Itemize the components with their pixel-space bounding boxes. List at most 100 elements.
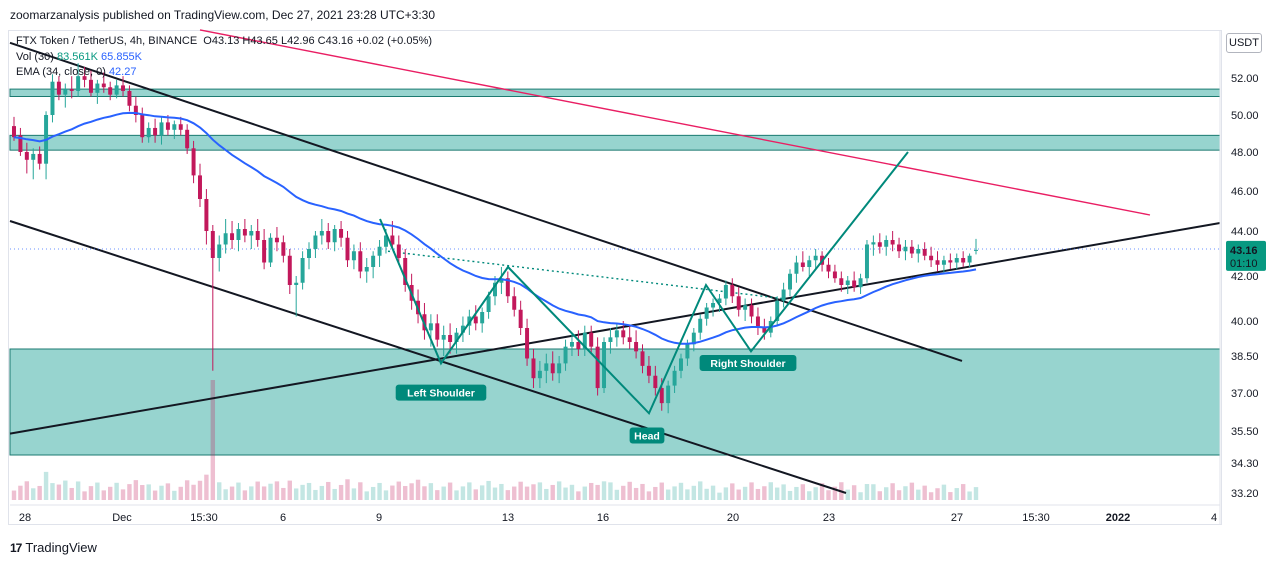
volume-indicator-row[interactable]: Vol (30) 83.561K 65.855K: [16, 50, 432, 66]
y-tick-label: 50.00: [1231, 110, 1259, 122]
candle-body: [845, 280, 850, 285]
symbol-name[interactable]: FTX Token / TetherUS, 4h, BINANCE: [16, 35, 198, 47]
volume-bar: [82, 491, 87, 500]
candle-body: [974, 249, 978, 251]
candle-body: [505, 278, 510, 297]
candle-body: [897, 244, 902, 252]
volume-bar: [281, 487, 286, 500]
candle-body: [903, 246, 908, 252]
x-tick-label: 16: [597, 512, 609, 524]
candle-body: [371, 255, 376, 267]
volume-bar: [537, 482, 543, 500]
candle-body: [595, 346, 600, 389]
zones-layer: [9, 88, 1221, 456]
volume-bar: [75, 481, 81, 500]
candle-body: [24, 152, 29, 160]
ema-indicator-row[interactable]: EMA (34, close, 0) 42.27: [16, 65, 432, 81]
x-tick-label: 15:30: [190, 512, 218, 524]
volume-bar: [864, 484, 870, 500]
pattern-label-bg: [699, 355, 797, 371]
candle-body: [223, 233, 228, 245]
candle-body: [236, 229, 241, 240]
candle-body: [755, 316, 760, 328]
candle-body: [454, 332, 459, 342]
volume-bar: [345, 479, 350, 500]
candles-layer: [12, 63, 978, 414]
volume-bar: [460, 486, 466, 500]
x-tick-label: 9: [376, 512, 382, 524]
volume-bar: [300, 484, 305, 500]
volume-bar: [454, 490, 459, 500]
candle-body: [274, 237, 279, 243]
candle-body: [287, 255, 292, 285]
candle-body: [941, 260, 946, 265]
candle-body: [826, 264, 831, 272]
volume-bar: [941, 484, 947, 500]
y-tick-label: 37.00: [1231, 388, 1259, 400]
volume-bar: [415, 479, 421, 500]
volume-bar: [698, 481, 703, 500]
candle-body: [133, 105, 138, 115]
volume-bar: [159, 485, 164, 500]
candle-body: [460, 325, 465, 333]
candle-body: [473, 316, 478, 324]
volume-bar: [614, 489, 620, 500]
candle-body: [736, 296, 741, 310]
x-tick-label: 20: [727, 512, 739, 524]
candle-body: [614, 330, 619, 338]
pattern-label: Right Shoulder: [710, 358, 785, 370]
ema-label: EMA (34, close, 0): [16, 66, 106, 78]
volume-bar: [172, 490, 177, 500]
candle-body: [717, 298, 722, 303]
volume-bar: [108, 486, 113, 500]
volume-bar: [967, 491, 972, 500]
candle-body: [345, 237, 350, 261]
volume-bar: [871, 484, 876, 500]
volume-bar: [665, 489, 671, 500]
volume-bar: [787, 490, 793, 500]
volume-bar: [544, 488, 549, 500]
volume-bar: [569, 484, 575, 500]
candle-body: [871, 242, 876, 245]
candle-body: [935, 260, 940, 265]
bar-countdown: 01:10: [1230, 258, 1258, 270]
volume-bar: [210, 380, 216, 500]
symbol-row[interactable]: FTX Token / TetherUS, 4h, BINANCE O43.13…: [16, 34, 432, 50]
candle-body: [364, 267, 369, 272]
candle-body: [69, 89, 74, 91]
volume-bar: [563, 487, 568, 500]
volume-bar: [133, 480, 139, 500]
candle-body: [56, 81, 61, 95]
candle-body: [743, 305, 748, 310]
candle-body: [499, 278, 504, 283]
volume-bar: [261, 486, 267, 500]
candle-body: [140, 115, 145, 138]
pattern-label: Head: [634, 430, 660, 442]
volume-bar: [441, 486, 446, 500]
volume-bar: [550, 484, 555, 500]
candle-body: [307, 249, 312, 258]
candle-body: [294, 282, 299, 285]
volume-bar: [512, 486, 517, 500]
volume-bar: [338, 484, 344, 500]
volume-bar: [556, 481, 562, 500]
candle-body: [512, 296, 517, 310]
tradingview-footer[interactable]: 17 TradingView: [10, 540, 97, 555]
chart-frame[interactable]: [8, 30, 1222, 525]
volume-bar: [807, 491, 812, 500]
candle-body: [255, 231, 260, 240]
candle-body: [890, 240, 895, 245]
volume-bar: [377, 482, 382, 500]
candle-body: [909, 246, 914, 254]
volume-bar: [601, 481, 607, 500]
volume-bar: [928, 492, 934, 500]
currency-button[interactable]: USDT: [1226, 33, 1262, 53]
candle-body: [230, 233, 235, 240]
volume-bar: [422, 486, 427, 500]
volume-bar: [178, 486, 183, 500]
volume-bar: [896, 490, 902, 500]
candle-body: [800, 262, 805, 267]
candle-body: [711, 303, 716, 308]
zone-2: [9, 348, 1221, 456]
